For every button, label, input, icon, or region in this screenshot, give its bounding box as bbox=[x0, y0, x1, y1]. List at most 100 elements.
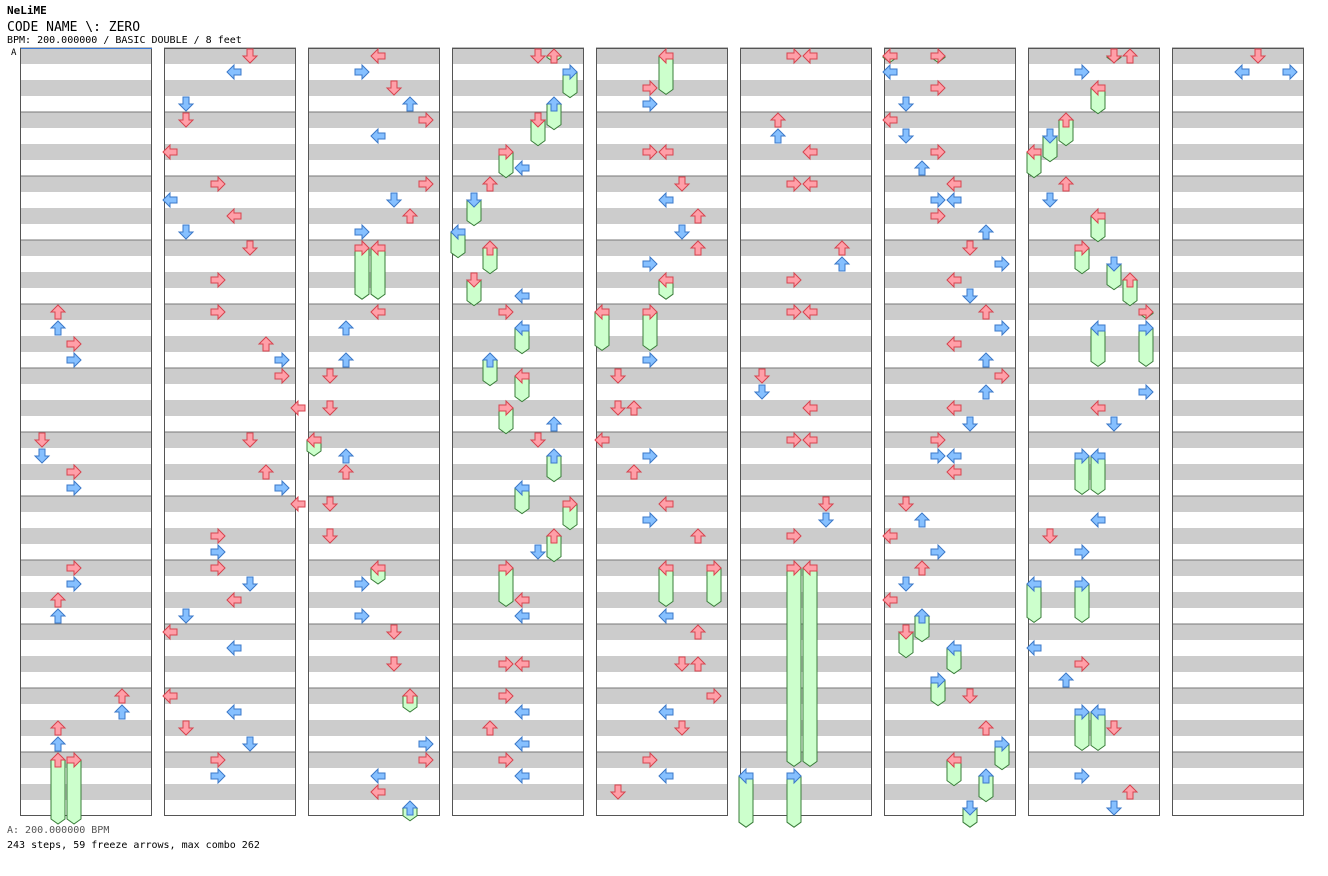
row-stripe bbox=[596, 240, 728, 256]
right-arrow-icon bbox=[642, 79, 658, 97]
down-arrow-icon bbox=[961, 416, 979, 432]
row-stripe bbox=[20, 464, 152, 480]
row-stripe bbox=[308, 624, 440, 640]
right-arrow-icon bbox=[1282, 63, 1298, 81]
right-arrow-icon bbox=[498, 687, 514, 705]
left-arrow-icon bbox=[1026, 639, 1042, 657]
right-arrow-icon bbox=[930, 79, 946, 97]
row-stripe bbox=[1172, 720, 1304, 736]
row-stripe bbox=[20, 48, 152, 64]
right-arrow-icon bbox=[418, 751, 434, 769]
right-arrow-icon bbox=[642, 95, 658, 113]
column-border bbox=[164, 48, 296, 816]
row-stripe bbox=[20, 560, 152, 576]
freeze-arrow-tail bbox=[802, 567, 818, 768]
row-stripe bbox=[452, 240, 584, 256]
left-arrow-icon bbox=[290, 399, 306, 417]
row-stripe bbox=[740, 528, 872, 544]
row-stripe bbox=[1172, 80, 1304, 96]
left-arrow-icon bbox=[658, 607, 674, 625]
right-arrow-icon bbox=[642, 351, 658, 369]
right-arrow-icon bbox=[66, 559, 82, 577]
row-stripe bbox=[884, 528, 1016, 544]
row-stripe bbox=[884, 784, 1016, 800]
left-arrow-icon bbox=[802, 399, 818, 417]
freeze-arrow-tail bbox=[50, 759, 66, 825]
row-stripe bbox=[1028, 272, 1160, 288]
row-stripe bbox=[452, 432, 584, 448]
right-arrow-icon bbox=[642, 303, 658, 321]
left-arrow-icon bbox=[162, 623, 178, 641]
row-stripe bbox=[1172, 752, 1304, 768]
right-arrow-icon bbox=[354, 575, 370, 593]
row-stripe bbox=[884, 240, 1016, 256]
row-stripe bbox=[20, 720, 152, 736]
row-stripe bbox=[1172, 304, 1304, 320]
row-stripe bbox=[1028, 432, 1160, 448]
row-stripe bbox=[1172, 400, 1304, 416]
up-arrow-icon bbox=[977, 384, 995, 400]
down-arrow-icon bbox=[385, 656, 403, 672]
down-arrow-icon bbox=[241, 240, 259, 256]
down-arrow-icon bbox=[529, 544, 547, 560]
down-arrow-icon bbox=[177, 112, 195, 128]
left-arrow-icon bbox=[802, 47, 818, 65]
right-arrow-icon bbox=[786, 559, 802, 577]
right-arrow-icon bbox=[498, 399, 514, 417]
left-arrow-icon bbox=[514, 767, 530, 785]
row-stripe bbox=[164, 784, 296, 800]
down-arrow-icon bbox=[321, 400, 339, 416]
right-arrow-icon bbox=[66, 751, 82, 769]
down-arrow-icon bbox=[385, 80, 403, 96]
right-arrow-icon bbox=[994, 367, 1010, 385]
right-arrow-icon bbox=[930, 543, 946, 561]
row-stripe bbox=[1028, 304, 1160, 320]
down-arrow-icon bbox=[321, 496, 339, 512]
row-stripe bbox=[1172, 496, 1304, 512]
right-arrow-icon bbox=[1074, 239, 1090, 257]
down-arrow-icon bbox=[673, 656, 691, 672]
down-arrow-icon bbox=[529, 48, 547, 64]
row-stripe bbox=[1028, 528, 1160, 544]
right-arrow-icon bbox=[1074, 543, 1090, 561]
up-arrow-icon bbox=[49, 320, 67, 336]
row-stripe bbox=[164, 368, 296, 384]
song-title: CODE NAME \: ZERO bbox=[7, 20, 141, 35]
left-arrow-icon bbox=[1090, 703, 1106, 721]
row-stripe bbox=[20, 624, 152, 640]
column-border bbox=[1028, 48, 1160, 816]
row-stripe bbox=[1172, 592, 1304, 608]
down-arrow-icon bbox=[1105, 256, 1123, 272]
row-stripe bbox=[164, 176, 296, 192]
left-arrow-icon bbox=[514, 319, 530, 337]
up-arrow-icon bbox=[49, 592, 67, 608]
right-arrow-icon bbox=[786, 47, 802, 65]
up-arrow-icon bbox=[401, 688, 419, 704]
row-stripe bbox=[308, 400, 440, 416]
down-arrow-icon bbox=[897, 128, 915, 144]
down-arrow-icon bbox=[609, 400, 627, 416]
row-stripe bbox=[884, 208, 1016, 224]
row-stripe bbox=[164, 560, 296, 576]
row-stripe bbox=[452, 464, 584, 480]
up-arrow-icon bbox=[769, 112, 787, 128]
up-arrow-icon bbox=[1057, 112, 1075, 128]
chart-info: BPM: 200.000000 / BASIC DOUBLE / 8 feet bbox=[7, 35, 242, 46]
up-arrow-icon bbox=[481, 240, 499, 256]
right-arrow-icon bbox=[1074, 575, 1090, 593]
left-arrow-icon bbox=[306, 431, 322, 449]
left-arrow-icon bbox=[946, 335, 962, 353]
right-arrow-icon bbox=[994, 255, 1010, 273]
down-arrow-icon bbox=[33, 448, 51, 464]
left-arrow-icon bbox=[802, 143, 818, 161]
row-stripe bbox=[1028, 752, 1160, 768]
row-stripe bbox=[740, 368, 872, 384]
right-arrow-icon bbox=[642, 751, 658, 769]
right-arrow-icon bbox=[418, 735, 434, 753]
left-arrow-icon bbox=[1026, 143, 1042, 161]
row-stripe bbox=[164, 400, 296, 416]
left-arrow-icon bbox=[370, 239, 386, 257]
down-arrow-icon bbox=[241, 48, 259, 64]
left-arrow-icon bbox=[226, 591, 242, 609]
row-stripe bbox=[1172, 528, 1304, 544]
